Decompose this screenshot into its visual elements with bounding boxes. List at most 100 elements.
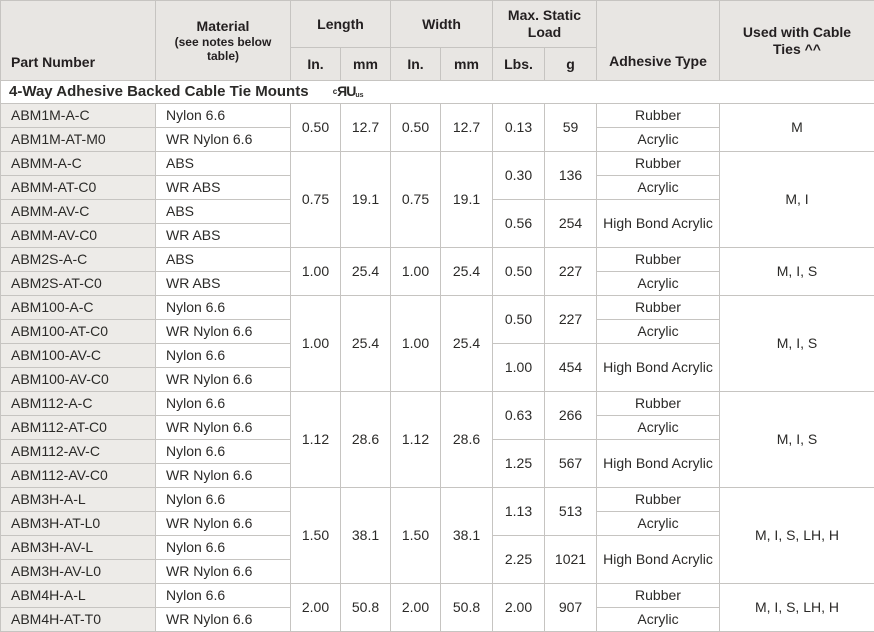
adhesive-type-cell: Rubber (596, 151, 720, 176)
used-with-cable-ties-cell: M, I, S (719, 391, 874, 488)
length-mm-cell: 50.8 (340, 583, 391, 632)
table-row: ABM3H-AV-L0 WR Nylon 6.6 (0, 559, 874, 584)
table-row: ABM4H-AT-T0 WR Nylon 6.6 Acrylic (0, 607, 874, 632)
table-row: ABM112-AT-C0 WR Nylon 6.6 Acrylic (0, 415, 874, 440)
load-lbs-cell: 1.00 (492, 343, 545, 392)
adhesive-type-cell: Rubber (596, 583, 720, 608)
table-row: ABM100-AT-C0 WR Nylon 6.6 Acrylic (0, 319, 874, 344)
adhesive-type-cell: Rubber (596, 103, 720, 128)
material-cell: WR Nylon 6.6 (155, 559, 291, 584)
adhesive-type-cell: High Bond Acrylic (596, 535, 720, 584)
col-header-width: Width (390, 0, 493, 48)
table-row: ABM4H-A-L Nylon 6.6 2.00 50.8 2.00 50.8 … (0, 583, 874, 632)
material-cell: Nylon 6.6 (155, 343, 291, 368)
col-header-part-number: Part Number (0, 0, 156, 81)
used-with-cable-ties-cell: M, I, S, LH, H (719, 583, 874, 632)
length-in-cell: 0.75 (290, 151, 341, 248)
table-row: ABM100-AV-C0 WR Nylon 6.6 (0, 367, 874, 392)
material-cell: Nylon 6.6 (155, 583, 291, 608)
part-number-cell: ABM4H-AT-T0 (0, 607, 156, 632)
adhesive-type-cell: Rubber (596, 487, 720, 512)
material-cell: ABS (155, 247, 291, 272)
length-mm-cell: 19.1 (340, 151, 391, 248)
adhesive-type-cell: High Bond Acrylic (596, 199, 720, 248)
load-g-cell: 513 (544, 487, 597, 536)
col-header-load-lbs: Lbs. (492, 47, 545, 81)
table-row: ABMM-AT-C0 WR ABS Acrylic (0, 175, 874, 200)
part-number-cell: ABMM-AV-C0 (0, 223, 156, 248)
col-header-used-with-cable-ties: Used with Cable Ties ^^ (719, 0, 874, 81)
width-mm-cell: 25.4 (440, 295, 493, 392)
col-header-length-mm: mm (340, 47, 391, 81)
load-g-cell: 227 (544, 295, 597, 344)
load-g-cell: 907 (544, 583, 597, 632)
adhesive-type-cell: High Bond Acrylic (596, 343, 720, 392)
width-mm-cell: 28.6 (440, 391, 493, 488)
width-in-cell: 1.12 (390, 391, 441, 488)
table-row: ABM2S-AT-C0 WR ABS Acrylic (0, 271, 874, 296)
col-header-load-g: g (544, 47, 597, 81)
table-row: ABMM-AV-C ABS 0.56 254 High Bond Acrylic (0, 199, 874, 248)
used-with-cable-ties-cell: M, I, S (719, 295, 874, 392)
part-number-cell: ABM3H-AV-L0 (0, 559, 156, 584)
adhesive-type-cell: Rubber (596, 247, 720, 272)
part-number-cell: ABM4H-A-L (0, 583, 156, 608)
load-lbs-cell: 0.50 (492, 295, 545, 344)
table-row: ABM2S-A-C ABS 1.00 25.4 1.00 25.4 0.50 2… (0, 247, 874, 296)
section-title: 4-Way Adhesive Backed Cable Tie Mounts (9, 83, 309, 100)
material-cell: WR ABS (155, 271, 291, 296)
adhesive-type-cell: Acrylic (596, 127, 720, 152)
part-number-cell: ABM100-AT-C0 (0, 319, 156, 344)
width-mm-cell: 50.8 (440, 583, 493, 632)
table-row: ABM3H-AT-L0 WR Nylon 6.6 Acrylic (0, 511, 874, 536)
load-g-cell: 1021 (544, 535, 597, 584)
table-row: ABM1M-AT-M0 WR Nylon 6.6 Acrylic (0, 127, 874, 152)
material-cell: Nylon 6.6 (155, 535, 291, 560)
part-number-cell: ABM100-AV-C0 (0, 367, 156, 392)
load-lbs-cell: 2.00 (492, 583, 545, 632)
part-number-cell: ABM3H-AT-L0 (0, 511, 156, 536)
col-header-length-in: In. (290, 47, 341, 81)
load-lbs-cell: 2.25 (492, 535, 545, 584)
table-row: ABM100-A-C Nylon 6.6 1.00 25.4 1.00 25.4… (0, 295, 874, 392)
adhesive-type-cell: Acrylic (596, 271, 720, 296)
col-header-width-in: In. (390, 47, 441, 81)
load-lbs-cell: 0.13 (492, 103, 545, 152)
load-g-cell: 266 (544, 391, 597, 440)
material-cell: WR Nylon 6.6 (155, 367, 291, 392)
adhesive-type-cell: Acrylic (596, 319, 720, 344)
load-lbs-cell: 0.50 (492, 247, 545, 296)
table-row: ABM1M-A-C Nylon 6.6 0.50 12.7 0.50 12.7 … (0, 103, 874, 152)
part-number-cell: ABMM-A-C (0, 151, 156, 176)
material-cell: Nylon 6.6 (155, 439, 291, 464)
part-number-cell: ABMM-AT-C0 (0, 175, 156, 200)
width-mm-cell: 19.1 (440, 151, 493, 248)
width-in-cell: 2.00 (390, 583, 441, 632)
adhesive-type-cell: Acrylic (596, 175, 720, 200)
part-number-cell: ABM1M-A-C (0, 103, 156, 128)
part-number-cell: ABM3H-AV-L (0, 535, 156, 560)
length-in-cell: 1.00 (290, 295, 341, 392)
load-lbs-cell: 0.30 (492, 151, 545, 200)
used-with-cable-ties-cell: M, I, S, LH, H (719, 487, 874, 584)
width-in-cell: 1.00 (390, 247, 441, 296)
table-row: ABM100-AV-C Nylon 6.6 1.00 454 High Bond… (0, 343, 874, 392)
material-cell: Nylon 6.6 (155, 487, 291, 512)
ul-mark-suffix: us (355, 92, 364, 99)
material-header-note: (see notes below table) (174, 34, 272, 63)
table-row: ABM3H-AV-L Nylon 6.6 2.25 1021 High Bond… (0, 535, 874, 584)
part-number-cell: ABM100-A-C (0, 295, 156, 320)
part-number-cell: ABM112-AV-C0 (0, 463, 156, 488)
width-mm-cell: 25.4 (440, 247, 493, 296)
material-cell: Nylon 6.6 (155, 295, 291, 320)
col-header-width-mm: mm (440, 47, 493, 81)
adhesive-type-cell: Rubber (596, 391, 720, 416)
material-cell: WR Nylon 6.6 (155, 511, 291, 536)
table-row: ABMM-A-C ABS 0.75 19.1 0.75 19.1 0.30 13… (0, 151, 874, 248)
width-in-cell: 0.75 (390, 151, 441, 248)
width-mm-cell: 12.7 (440, 103, 493, 152)
material-cell: WR Nylon 6.6 (155, 319, 291, 344)
material-cell: ABS (155, 151, 291, 176)
part-number-cell: ABM1M-AT-M0 (0, 127, 156, 152)
